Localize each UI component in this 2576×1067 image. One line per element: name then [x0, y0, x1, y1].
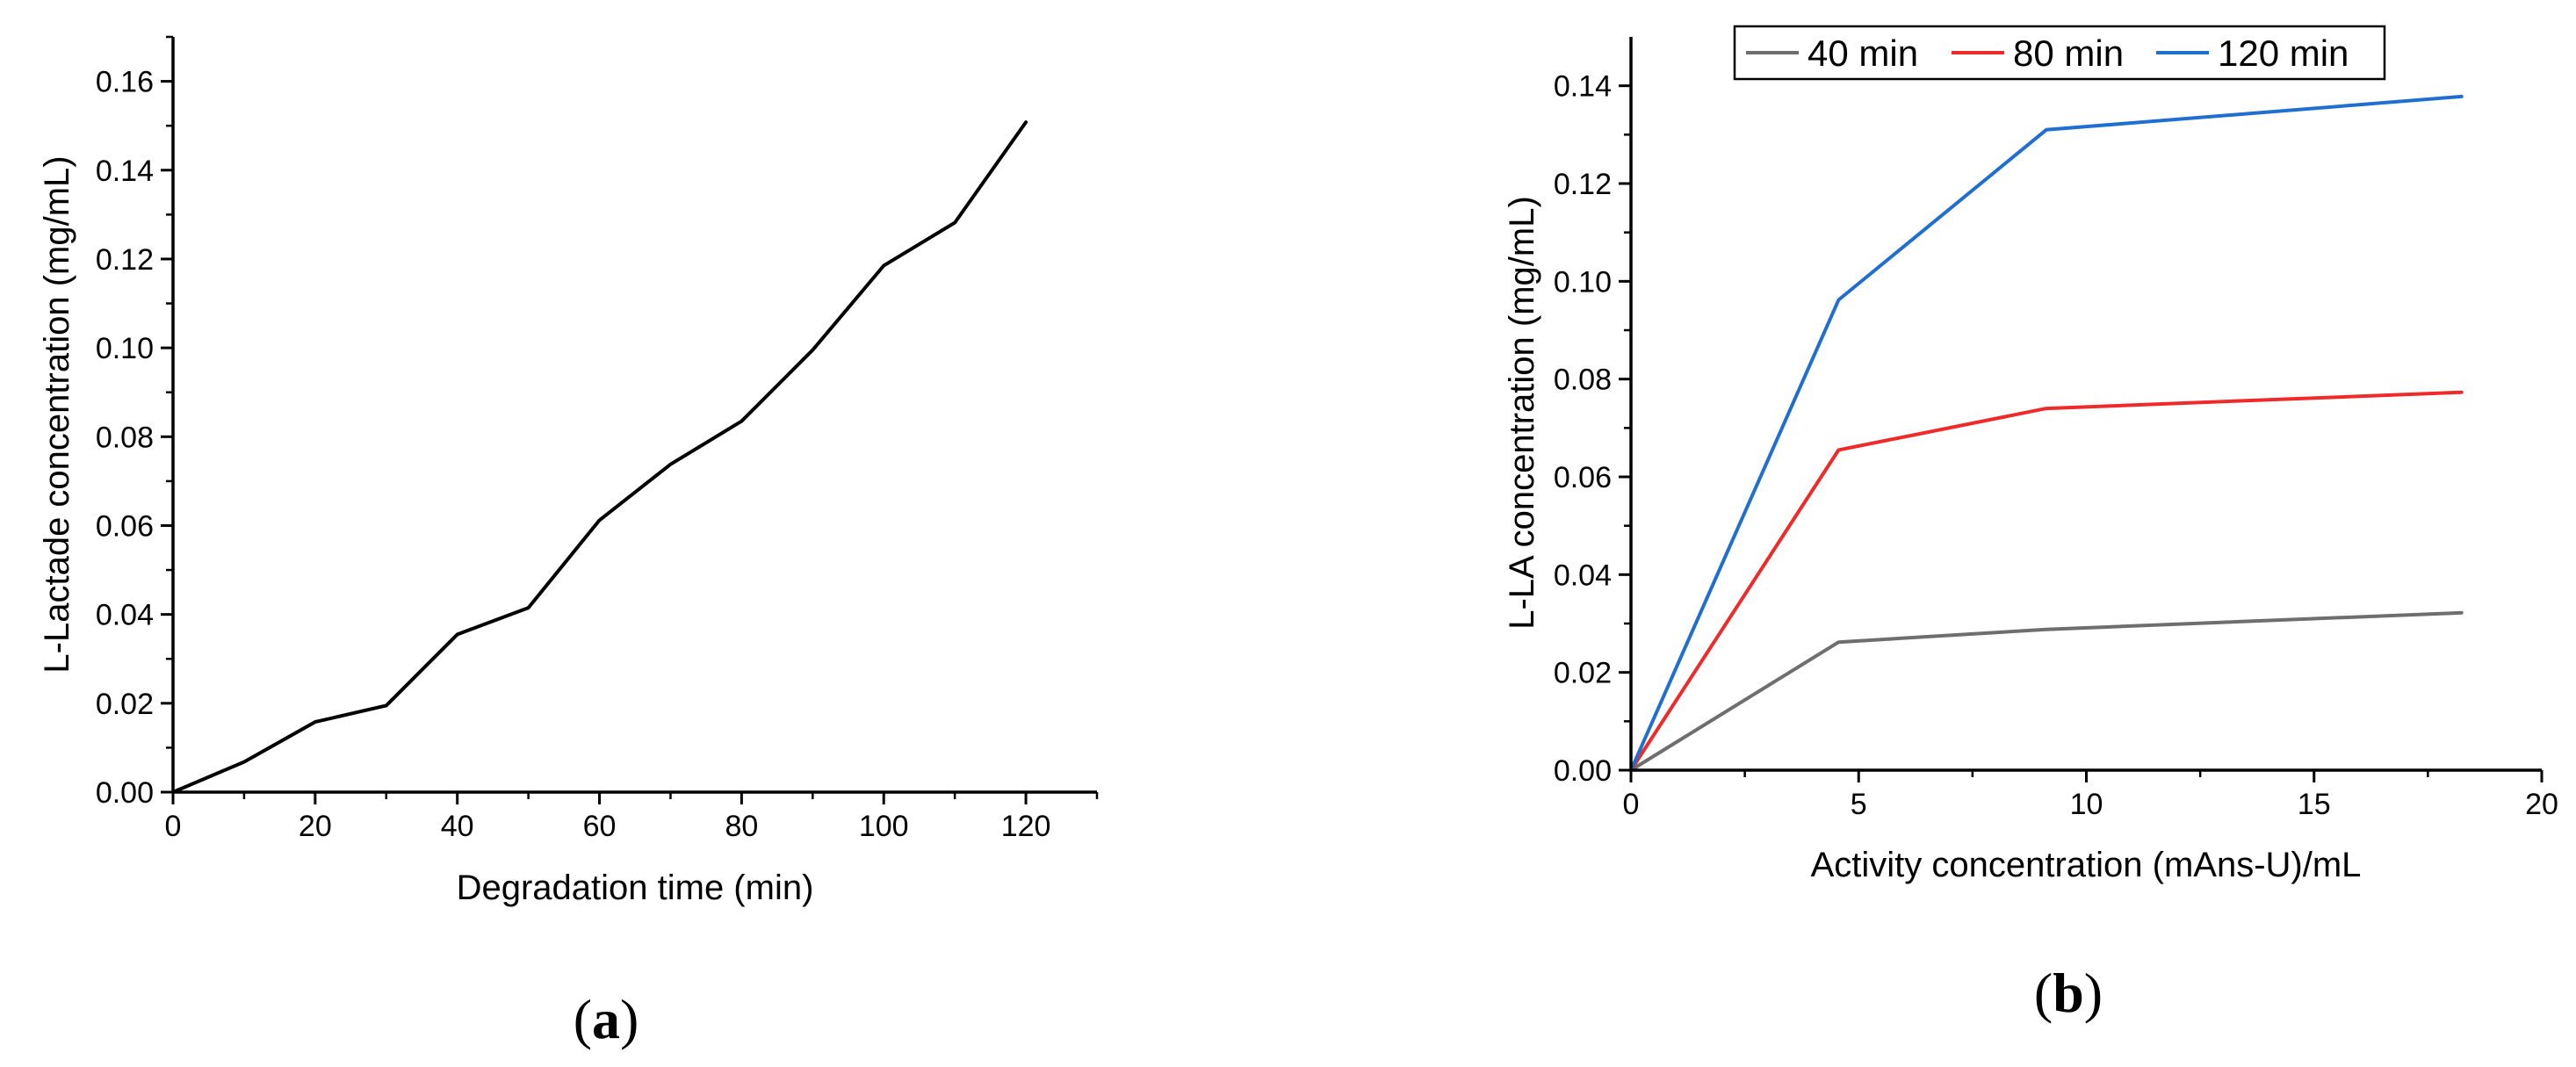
series-line-80-min	[1629, 390, 2464, 772]
panel-a-letter: a	[592, 988, 620, 1050]
y-tick-label: 0.00	[1554, 754, 1612, 788]
panel-b-y-axis-title: L-LA concentration (mg/mL)	[1503, 196, 1541, 630]
y-tick-label: 0.00	[96, 776, 154, 810]
series-line-l-lactade	[171, 120, 1028, 794]
y-tick-label: 0.02	[1554, 657, 1612, 690]
x-tick-label: 100	[859, 810, 909, 843]
x-tick-label: 120	[1001, 810, 1051, 843]
panel-b-axes	[1629, 37, 2542, 772]
y-tick-label: 0.06	[1554, 461, 1612, 494]
y-tick-label: 0.14	[1554, 70, 1612, 104]
y-tick-label: 0.06	[96, 509, 154, 543]
panel-a-ticks: 0 20 40 60 80 100 120 0.00 0.02 0.04 0.06 0.08 0.10 0…	[96, 35, 1099, 843]
legend-label: 120 min	[2218, 32, 2349, 74]
y-tick-label: 0.10	[1554, 265, 1612, 299]
x-tick-label: 60	[583, 810, 617, 843]
panel-b-x-axis-title: Activity concentration (mAns-U)/mL	[1811, 846, 2362, 884]
panel-b-letter: b	[2053, 962, 2084, 1024]
panel-a-label: (a)	[574, 988, 639, 1050]
panel-a-x-axis-title: Degradation time (min)	[457, 869, 814, 907]
series-line-120-min	[1629, 94, 2464, 772]
y-tick-label: 0.12	[1554, 168, 1612, 201]
panel-b-legend: 40 min 80 min 120 min	[1733, 25, 2386, 81]
y-tick-label: 0.04	[1554, 559, 1612, 592]
panel-b-chart: 0 5 10 15 20 0.00 0.02 0.04 0.06 0.08 0.10 0.12 0.14…	[1503, 25, 2558, 1024]
x-tick-label: 20	[299, 810, 332, 843]
panel-b-ticks: 0 5 10 15 20 0.00 0.02 0.04 0.06 0.08 0.10 0.12 0.14	[1554, 70, 2558, 821]
panel-b-label: (b)	[2034, 962, 2103, 1024]
panel-b-series-lines	[1629, 94, 2464, 772]
y-tick-label: 0.02	[96, 688, 154, 721]
y-tick-label: 0.08	[1554, 364, 1612, 397]
panel-a-series-lines	[171, 120, 1028, 794]
series-line-40-min	[1629, 610, 2464, 772]
x-tick-label: 10	[2070, 788, 2103, 821]
x-tick-label: 5	[1851, 788, 1867, 821]
x-tick-label: 20	[2525, 788, 2558, 821]
x-tick-label: 80	[725, 810, 758, 843]
y-tick-label: 0.14	[96, 155, 154, 188]
legend-label: 40 min	[1808, 32, 1918, 74]
panel-a-axes	[171, 37, 1097, 794]
y-tick-label: 0.16	[96, 66, 154, 99]
y-tick-label: 0.04	[96, 599, 154, 632]
y-tick-label: 0.12	[96, 243, 154, 277]
y-tick-label: 0.10	[96, 332, 154, 365]
x-tick-label: 40	[441, 810, 474, 843]
x-tick-label: 0	[1623, 788, 1640, 821]
panel-a-y-axis-title: L-Lactade concentration (mg/mL)	[38, 155, 76, 673]
x-tick-label: 0	[165, 810, 182, 843]
panel-b-legend-box	[1733, 25, 2386, 81]
legend-label: 80 min	[2013, 32, 2124, 74]
y-tick-label: 0.08	[96, 421, 154, 454]
panel-a-chart: 0 20 40 60 80 100 120 0.00 0.02 0.04 0.06 0.08 0.10 0…	[38, 35, 1099, 1050]
x-tick-label: 15	[2298, 788, 2331, 821]
